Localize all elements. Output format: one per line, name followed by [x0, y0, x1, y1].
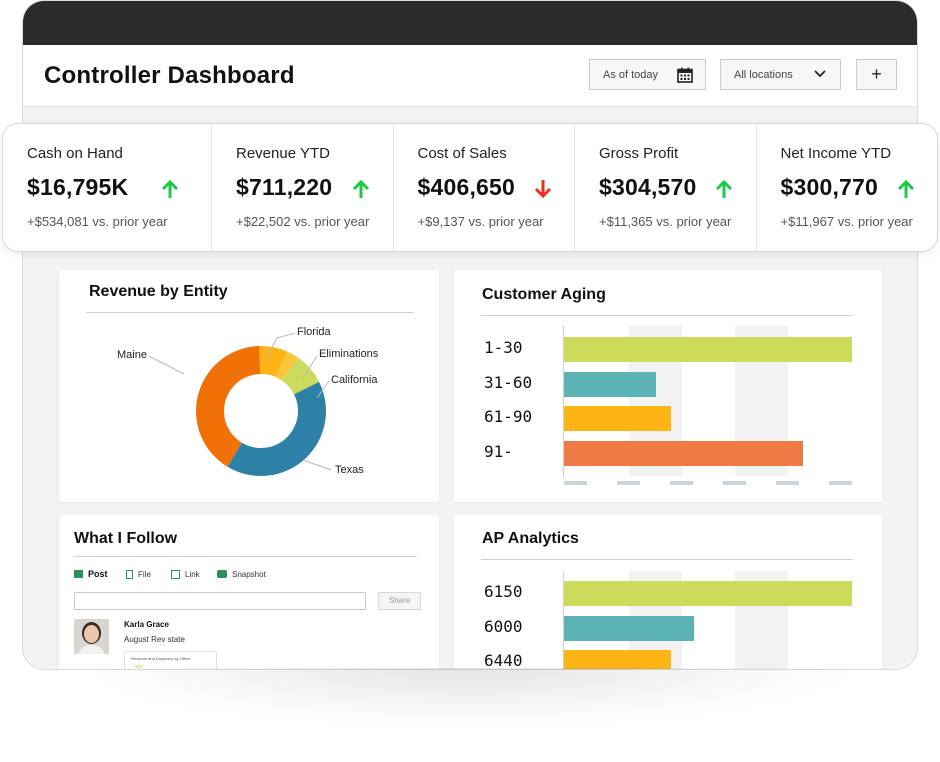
tab-label: File [138, 570, 151, 579]
post-text: August Rev state [124, 635, 185, 644]
tab-snapshot[interactable]: Snapshot [217, 570, 266, 579]
file-icon [126, 570, 133, 579]
donut-label-california: California [331, 374, 378, 386]
kpi-label: Net Income YTD [780, 145, 892, 162]
card-title: Revenue by Entity [89, 283, 228, 300]
kpi-label: Cash on Hand [27, 145, 123, 162]
card-title: Customer Aging [482, 286, 606, 303]
kpi-comparison: +$534,081 vs. prior year [27, 214, 168, 229]
bar-6150[interactable] [564, 581, 852, 606]
bar-61-90[interactable] [564, 406, 671, 431]
kpi-revenue-ytd[interactable]: Revenue YTD $711,220 +$22,502 vs. prior … [212, 124, 394, 251]
kpi-gross-profit[interactable]: Gross Profit $304,570 +$11,365 vs. prior… [575, 124, 757, 251]
kpi-value: $300,770 [780, 174, 879, 200]
kpi-label: Cost of Sales [417, 145, 507, 162]
kpi-label: Gross Profit [599, 145, 679, 162]
customer-aging-card: Customer Aging 1-30 31-60 61-90 91- [454, 270, 882, 502]
tab-label: Post [88, 569, 108, 579]
bar-6440[interactable] [564, 650, 671, 669]
donut-label-eliminations: Eliminations [319, 348, 379, 360]
ap-analytics-card: AP Analytics 6150 6000 6440 [454, 515, 882, 670]
category-label: 6150 [484, 582, 523, 601]
kpi-value: $16,795K [27, 174, 129, 200]
kpi-strip: Cash on Hand $16,795K +$534,081 vs. prio… [2, 123, 938, 252]
category-label: 61-90 [484, 407, 533, 426]
post-input[interactable] [74, 592, 366, 610]
bar-91-[interactable] [564, 441, 804, 466]
down-arrow-icon [534, 180, 551, 199]
donut-slice-eliminations[interactable] [275, 351, 298, 381]
donut-slice-florida[interactable] [259, 346, 288, 378]
donut-slice-california[interactable] [282, 357, 320, 395]
revenue-donut-chart [148, 332, 332, 477]
donut-label-florida: Florida [297, 326, 331, 338]
link-icon [171, 570, 180, 579]
donut-slice-maine[interactable] [195, 346, 261, 467]
card-title: AP Analytics [482, 530, 579, 547]
what-i-follow-card: What I Follow Post File Link Snapshot Sh… [59, 515, 439, 669]
kpi-net-income-ytd[interactable]: Net Income YTD $300,770 +$11,967 vs. pri… [757, 124, 938, 251]
window-top-bar [23, 1, 917, 45]
divider [86, 312, 414, 313]
date-filter-label: As of today [603, 68, 659, 81]
tab-label: Link [185, 570, 200, 579]
page-title: Controller Dashboard [44, 62, 295, 89]
revenue-by-entity-card: Revenue by Entity Maine Florida Eliminat… [59, 270, 439, 502]
category-label: 1-30 [484, 338, 523, 357]
divider [481, 315, 853, 316]
up-arrow-icon [352, 179, 370, 198]
divider [481, 559, 853, 560]
category-label: 31-60 [484, 373, 533, 392]
camera-icon [217, 570, 227, 578]
date-filter[interactable]: As of today [589, 59, 706, 90]
bar-31-60[interactable] [564, 372, 657, 397]
share-button[interactable]: Share [378, 592, 421, 610]
tab-file[interactable]: File [126, 570, 151, 579]
x-axis-dashes [564, 481, 854, 485]
up-arrow-icon [715, 179, 733, 198]
axis-line [563, 326, 564, 478]
chevron-down-icon [814, 70, 826, 78]
kpi-comparison: +$11,365 vs. prior year [599, 214, 732, 229]
up-arrow-icon [897, 179, 914, 198]
kpi-value: $304,570 [599, 174, 697, 200]
donut-label-texas: Texas [335, 464, 364, 476]
tab-link[interactable]: Link [171, 570, 200, 579]
attachment-preview[interactable]: Revenue and Expenses by Office [124, 651, 217, 669]
category-label: 6440 [484, 651, 523, 670]
post-author[interactable]: Karla Grace [124, 620, 169, 629]
drop-shadow [80, 668, 860, 728]
kpi-cost-of-sales[interactable]: Cost of Sales $406,650 +$9,137 vs. prior… [394, 124, 575, 251]
avatar [74, 619, 109, 654]
tab-post[interactable]: Post [74, 569, 108, 579]
kpi-value: $711,220 [236, 174, 333, 200]
dashboard-header: Controller Dashboard As of today All loc… [23, 45, 917, 107]
bar-1-30[interactable] [564, 337, 852, 362]
card-title: What I Follow [74, 530, 178, 547]
bar-6000[interactable] [564, 616, 694, 641]
add-widget-button[interactable]: + [856, 59, 897, 90]
donut-label-maine: Maine [117, 349, 147, 361]
category-label: 91- [484, 442, 513, 461]
divider [74, 556, 417, 557]
kpi-comparison: +$11,967 vs. prior year [780, 214, 913, 229]
location-filter-label: All locations [734, 68, 793, 81]
kpi-comparison: +$22,502 vs. prior year [236, 214, 370, 229]
category-label: 6000 [484, 617, 523, 636]
post-icon [74, 570, 83, 578]
kpi-label: Revenue YTD [236, 145, 330, 162]
kpi-cash-on-hand[interactable]: Cash on Hand $16,795K +$534,081 vs. prio… [3, 124, 212, 251]
up-arrow-icon [161, 179, 179, 198]
attachment-title: Revenue and Expenses by Office [131, 656, 191, 661]
donut-slice-texas[interactable] [227, 381, 327, 477]
location-filter[interactable]: All locations [720, 59, 841, 90]
tab-label: Snapshot [232, 570, 266, 579]
axis-line [563, 571, 564, 669]
calendar-icon [677, 67, 693, 83]
kpi-value: $406,650 [417, 174, 516, 200]
kpi-comparison: +$9,137 vs. prior year [417, 214, 544, 229]
dashboard-window: Controller Dashboard As of today All loc… [22, 0, 918, 670]
